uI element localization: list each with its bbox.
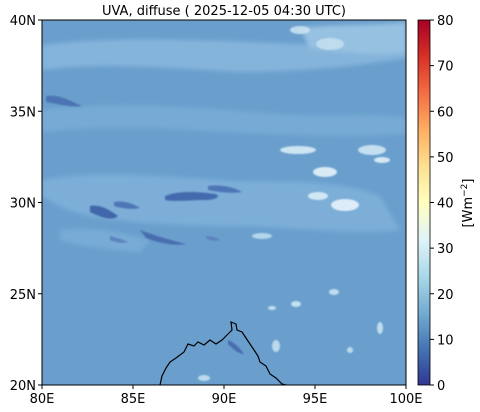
bright-cloud (358, 145, 386, 155)
figure-title: UVA, diffuse ( 2025-12-05 04:30 UTC) (102, 4, 346, 19)
colorbar-label: [Wm−2] (460, 179, 476, 228)
bright-cloud (291, 301, 301, 307)
low-value-streak (228, 340, 244, 354)
low-value-streak (140, 230, 186, 245)
map-panel (42, 20, 406, 385)
cloud-band-plateau (42, 174, 400, 232)
colorbar-tick-label: 40 (437, 197, 454, 212)
bright-cloud (268, 306, 276, 310)
bright-cloud (313, 167, 337, 177)
cloud-patch-west (60, 228, 150, 252)
low-value-streak (208, 185, 242, 193)
y-tick-label: 20N (10, 379, 36, 394)
bright-cloud (347, 347, 353, 353)
colorbar-tick-label: 30 (437, 242, 454, 257)
x-tick-label: 95E (303, 392, 328, 407)
y-tick-label: 30N (10, 197, 36, 212)
coastline (159, 321, 287, 385)
cloud-field (42, 22, 406, 381)
bright-cloud (331, 199, 359, 211)
bright-cloud (280, 146, 316, 154)
cloud-band-north (42, 34, 406, 72)
low-value-streak (165, 192, 219, 201)
colorbar-ticks: 0 10 20 30 40 50 60 70 80 (430, 14, 454, 394)
low-value-streak (206, 236, 220, 241)
colorbar-tick-label: 10 (437, 333, 454, 348)
colorbar-tick-label: 80 (437, 14, 454, 29)
low-value-streak (90, 205, 118, 219)
bright-cloud (374, 157, 390, 163)
colorbar-tick-label: 70 (437, 60, 454, 75)
x-tick-label: 85E (121, 392, 146, 407)
bright-cloud (308, 192, 328, 200)
x-tick-label: 80E (30, 392, 55, 407)
bright-cloud (290, 26, 310, 34)
bright-cloud (252, 233, 272, 239)
low-value-streak (46, 95, 82, 107)
bright-cloud (329, 289, 339, 295)
colorbar-label-main: [Wm (461, 197, 476, 228)
y-tick-label: 35N (10, 105, 36, 120)
bright-cloud (377, 322, 383, 334)
low-value-streak (114, 201, 140, 209)
colorbar-label-exponent: −2 (460, 184, 470, 197)
x-tick-label: 100E (389, 392, 422, 407)
colorbar-tick-label: 50 (437, 151, 454, 166)
cloud-band-mid (42, 105, 406, 136)
low-value-streak (110, 236, 128, 243)
x-axis-ticks: 80E 85E 90E 95E 100E (30, 385, 423, 407)
colorbar-tick-label: 20 (437, 288, 454, 303)
colorbar (417, 19, 431, 386)
y-axis-ticks: 20N 25N 30N 35N 40N (10, 14, 42, 394)
bright-cloud (272, 340, 280, 352)
y-tick-label: 25N (10, 288, 36, 303)
x-tick-label: 90E (212, 392, 237, 407)
bright-cloud (316, 38, 344, 50)
bright-cloud (198, 375, 210, 381)
colorbar-tick-label: 0 (437, 379, 445, 394)
y-tick-label: 40N (10, 14, 36, 29)
colorbar-tick-label: 60 (437, 105, 454, 120)
colorbar-label-end: ] (461, 179, 476, 184)
